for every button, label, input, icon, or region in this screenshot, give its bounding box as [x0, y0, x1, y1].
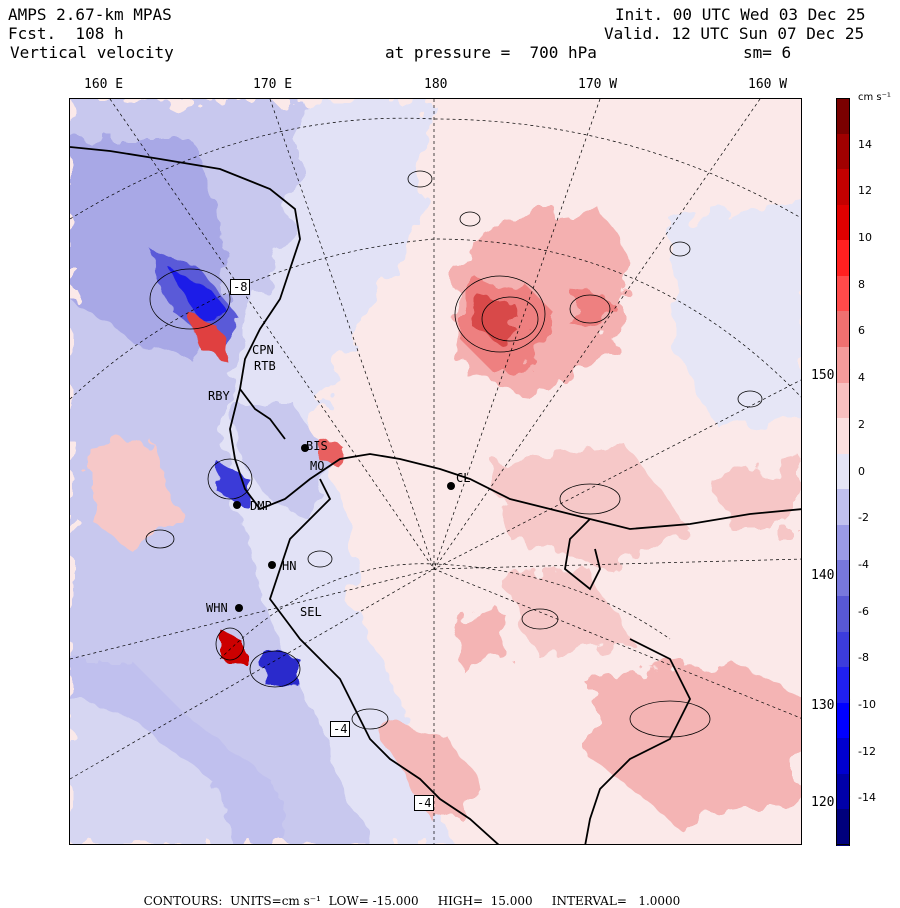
- colorbar-tick-label: 0: [858, 464, 865, 478]
- colorbar-tick-label: -8: [858, 651, 869, 665]
- coastline: [70, 146, 801, 844]
- valid-time: Valid. 12 UTC Sun 07 Dec 25: [604, 24, 865, 43]
- lon-label: 160 E: [84, 77, 124, 92]
- station-label: WHN: [206, 601, 228, 615]
- forecast-hour: Fcst. 108 h: [8, 24, 124, 43]
- lon-label: 170 E: [253, 77, 293, 92]
- colorbar-frame: [836, 98, 850, 845]
- contour-label-box: -4: [330, 721, 351, 737]
- station-label: MO: [310, 459, 325, 473]
- station-label: CPN: [252, 343, 274, 357]
- station-label: BIS: [306, 439, 328, 453]
- interval-value: INTERVAL= 1.0000: [551, 894, 681, 908]
- station-label: CL: [456, 471, 471, 485]
- map-canvas: [70, 99, 801, 844]
- lon-label: 180: [424, 77, 448, 92]
- colorbar-tick-label: -2: [858, 511, 869, 525]
- colorbar-tick-label: 8: [858, 277, 865, 291]
- colorbar-tick-label: 6: [858, 324, 865, 338]
- contour-label-box: -4: [414, 795, 435, 811]
- station-label: HN: [282, 559, 297, 573]
- contour-info: CONTOURS: UNITS=cm s⁻¹ LOW= -15.000 HIGH…: [136, 880, 681, 908]
- pressure-level: at pressure = 700 hPa: [385, 43, 597, 62]
- colorbar-tick-label: 14: [858, 137, 872, 151]
- station-label: RBY: [208, 389, 230, 403]
- lon-label: 170 W: [578, 77, 618, 92]
- station-marker: [233, 501, 241, 509]
- station-marker: [268, 561, 276, 569]
- colorbar-tick-label: -4: [858, 557, 869, 571]
- contour-label-box: -8: [230, 279, 251, 295]
- colorbar-tick-label: -10: [858, 697, 876, 711]
- station-label: SEL: [300, 605, 322, 619]
- high-value: HIGH= 15.000: [437, 894, 533, 908]
- colorbar-tick-label: 12: [858, 184, 872, 198]
- graticule: [70, 99, 801, 844]
- contours-label: CONTOURS:: [143, 894, 223, 908]
- colorbar-units: cm s⁻¹: [858, 92, 891, 103]
- init-time: Init. 00 UTC Wed 03 Dec 25: [615, 5, 866, 24]
- low-value: LOW= -15.000: [328, 894, 419, 908]
- colorbar-tick-label: -6: [858, 604, 869, 618]
- colorbar-tick-label: -12: [858, 744, 876, 758]
- smoothing: sm= 6: [743, 43, 792, 62]
- station-marker: [447, 482, 455, 490]
- model-title: AMPS 2.67-km MPAS: [8, 5, 172, 24]
- colorbar-tick-label: 10: [858, 231, 872, 245]
- station-marker: [301, 444, 309, 452]
- station-marker: [235, 604, 243, 612]
- field-name: Vertical velocity: [10, 43, 174, 62]
- colorbar-tick-label: 2: [858, 417, 865, 431]
- lon-label: 160 W: [748, 77, 788, 92]
- map-panel: CPN RTB RBY BIS MO CL DMP HN WHN SEL -8 …: [69, 98, 802, 845]
- colorbar-tick-label: 4: [858, 371, 865, 385]
- colorbar-tick-label: -14: [858, 791, 876, 805]
- units-label: UNITS=cm s⁻¹: [230, 894, 321, 908]
- station-label: DMP: [250, 499, 272, 513]
- station-label: RTB: [254, 359, 276, 373]
